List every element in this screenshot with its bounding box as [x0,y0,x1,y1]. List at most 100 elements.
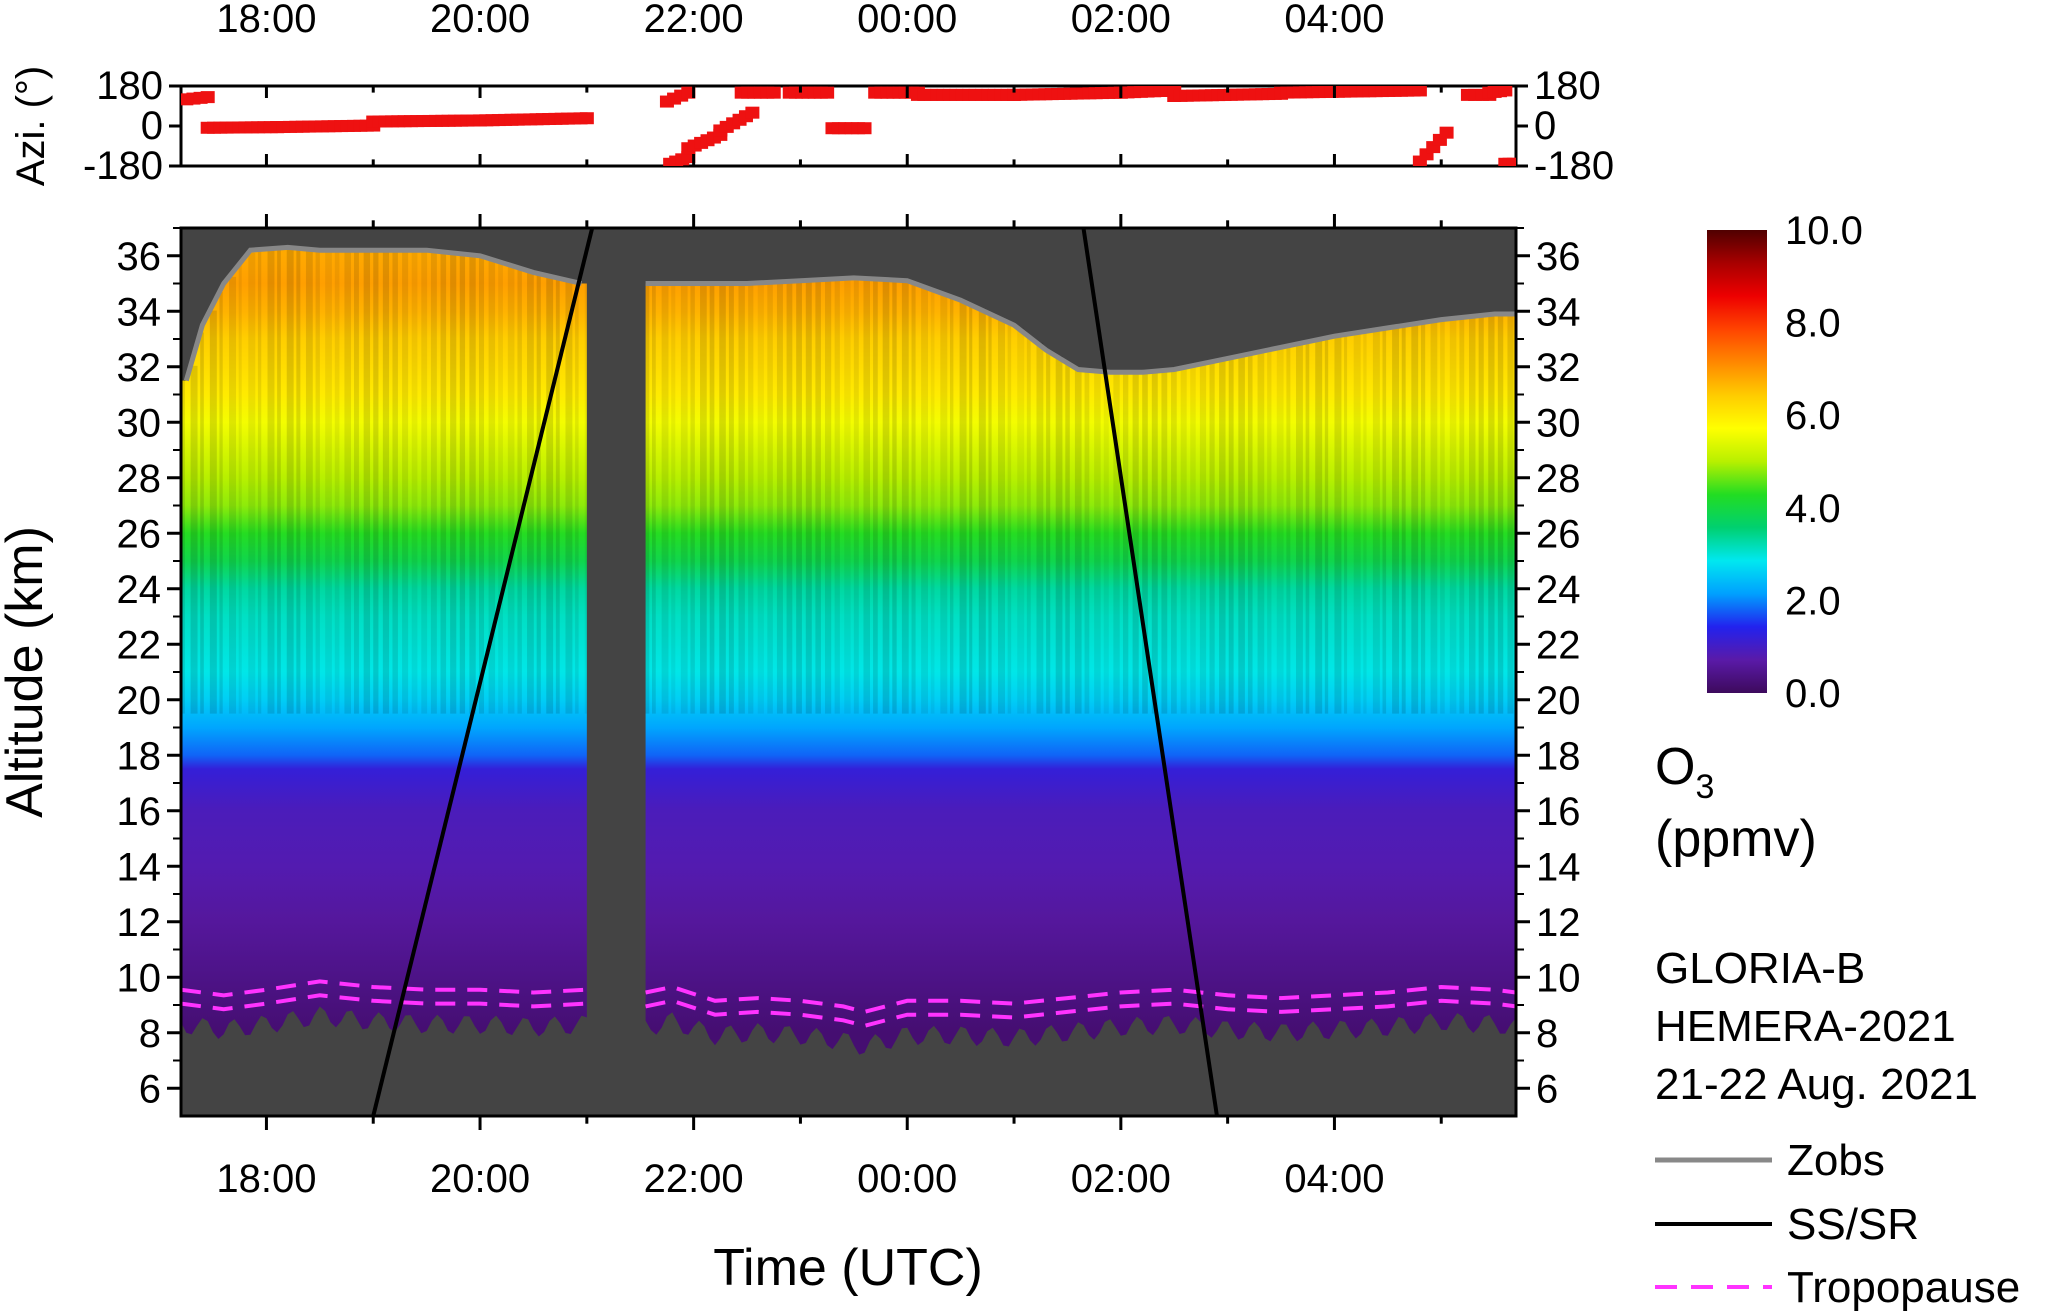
texture-stripe [200,332,204,714]
texture-stripe [238,264,242,714]
texture-stripe [315,249,320,714]
azimuth-marker [766,86,781,99]
texture-stripe [1324,338,1329,714]
texture-stripe [488,258,496,714]
legend: GLORIA-B HEMERA-2021 21-22 Aug. 2021 Zob… [1655,944,2020,1312]
texture-stripe [930,289,935,714]
azimuth-marker [1412,155,1427,166]
texture-stripe [1449,318,1457,714]
texture-stripe [421,250,428,714]
legend-ss-sr-label: SS/SR [1787,1200,1919,1249]
texture-stripe [181,380,185,714]
texture-stripe [1334,336,1342,714]
azimuth-tick-label: -180 [83,144,163,188]
texture-stripe [1372,330,1380,714]
sunset-sunrise-lines [371,228,1219,1116]
texture-stripe [1267,350,1272,714]
texture-stripe [1228,358,1234,714]
legend-tropopause-label: Tropopause [1787,1263,2020,1312]
texture-stripe [305,248,313,714]
altitude-tick-label-right: 20 [1536,679,1581,723]
texture-stripe [1363,331,1367,714]
texture-stripe [796,280,802,714]
texture-stripe [363,250,371,714]
texture-stripe [565,279,573,714]
colorbar: 10.0 8.0 6.0 4.0 2.0 0.0 O3 (ppmv) [1655,209,1863,868]
texture-stripe [776,281,783,714]
azimuth-marker [1412,86,1427,97]
time-tick-label: 00:00 [857,1157,957,1201]
top-time-tick-label: 02:00 [1071,0,1171,41]
time-tick-label: 04:00 [1284,1157,1384,1201]
texture-stripe [1430,321,1438,714]
texture-stripe [940,292,948,714]
texture-stripe [1459,317,1465,714]
top-time-tick-label: 00:00 [857,0,957,41]
colorbar-tick-label: 2.0 [1785,579,1841,623]
texture-stripe [661,283,669,714]
texture-stripe [209,310,217,714]
texture-stripe [805,280,812,714]
texture-stripe [1074,367,1082,714]
top-time-tick-label: 22:00 [644,0,744,41]
texture-stripe [430,250,437,714]
texture-stripe [690,283,695,714]
texture-stripe [998,317,1006,714]
texture-stripe [373,250,379,714]
altitude-tick-label: 20 [117,679,162,723]
altitude-tick-label-right: 6 [1536,1067,1558,1111]
altitude-tick-label: 14 [117,845,162,889]
azimuth-tick-label: 0 [141,104,163,148]
texture-stripe [825,279,832,714]
texture-stripe [1315,340,1323,714]
texture-stripe [738,283,745,714]
azimuth-marker [200,91,215,104]
azimuth-marker [820,86,835,99]
texture-stripe [1036,342,1044,714]
texture-stripe [536,273,541,714]
texture-stripe [719,283,726,714]
altitude-tick-label-right: 14 [1536,845,1581,889]
texture-stripe [959,299,967,714]
azimuth-axis-label: Azi. (°) [9,66,53,186]
texture-stripe [863,278,871,714]
texture-stripe [1488,314,1495,714]
texture-stripe [1103,371,1109,714]
texture-stripe [469,254,476,714]
texture-stripe [1238,356,1245,714]
top-time-tick-label: 20:00 [430,0,530,41]
texture-stripe [873,278,878,714]
texture-stripe [334,250,340,714]
texture-stripe [642,283,650,714]
texture-stripe [757,282,764,714]
azimuth-marker [1439,126,1454,139]
texture-stripe [1401,325,1406,714]
altitude-tick-label-right: 12 [1536,901,1581,945]
azimuth-marker [681,86,696,99]
texture-stripe [1478,315,1484,714]
azimuth-tick-label: 180 [96,64,163,108]
ozone-panel: 18:00 20:00 22:00 00:00 02:00 04:00 6 6 8 8 10 10 12… [0,214,1581,1297]
altitude-tick-label: 32 [117,346,162,390]
texture-stripe [834,278,840,714]
time-tick-label: 20:00 [430,1157,530,1201]
ozone-texture [181,247,1514,714]
data-gap [586,228,646,1116]
altitude-tick-label: 26 [117,512,162,556]
altitude-tick-label: 18 [117,734,162,778]
texture-stripe [1017,327,1025,714]
texture-stripe [1392,327,1400,714]
texture-stripe [1219,360,1226,714]
altitude-tick-label: 34 [117,290,162,334]
colorbar-unit: (ppmv) [1655,810,1817,868]
altitude-tick-label: 16 [117,790,162,834]
texture-stripe [575,282,579,714]
ss-sr-line [371,228,595,1116]
texture-stripe [459,253,466,714]
azimuth-tick-label-right: 180 [1534,64,1601,108]
azimuth-tick-label-right: 0 [1534,104,1556,148]
texture-stripe [700,283,707,714]
texture-stripe [1440,319,1445,714]
legend-zobs-label: Zobs [1787,1136,1885,1185]
top-time-tick-label: 18:00 [216,0,316,41]
